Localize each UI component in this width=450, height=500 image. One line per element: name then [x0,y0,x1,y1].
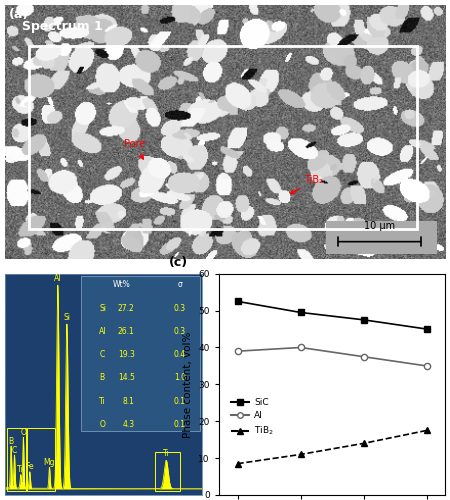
SiC [235,298,240,304]
Text: Ti: Ti [99,396,106,406]
Text: C: C [12,446,17,454]
Text: Wt%: Wt% [113,280,131,289]
Text: 4.3: 4.3 [122,420,135,429]
Text: B: B [9,436,13,446]
Al [298,344,303,350]
Text: 8.1: 8.1 [123,396,135,406]
Bar [27,428,55,490]
Line: SiC: SiC [234,298,430,332]
Text: O: O [20,428,26,436]
Text: O: O [99,420,105,429]
Text: Pore: Pore [124,140,145,159]
Text: Ti: Ti [18,465,24,474]
Text: 26.1: 26.1 [118,327,135,336]
Text: 10 μm: 10 μm [364,222,395,232]
Text: 1.0: 1.0 [174,374,186,382]
TiB$_2$ [424,428,429,434]
Bar [7,428,26,490]
Legend: SiC, Al, TiB$_2$: SiC, Al, TiB$_2$ [228,394,277,441]
Text: 19.3: 19.3 [118,350,135,359]
Text: C: C [99,350,104,359]
TiB$_2$ [235,460,240,466]
Line: TiB$_2$: TiB$_2$ [234,428,430,467]
Text: B: B [99,374,104,382]
FancyBboxPatch shape [81,276,200,431]
Text: 0.3: 0.3 [174,304,186,312]
Text: (c): (c) [169,256,188,270]
Text: Si: Si [63,313,70,322]
Text: Al: Al [99,327,107,336]
Al [424,363,429,369]
Al [235,348,240,354]
Text: Spectrum 1: Spectrum 1 [22,20,103,34]
SiC [298,310,303,316]
Text: Mg: Mg [44,458,55,466]
Text: 14.5: 14.5 [118,374,135,382]
TiB$_2$ [361,440,366,446]
Text: Si: Si [99,304,106,312]
Text: 0.4: 0.4 [174,350,186,359]
Al [361,354,366,360]
Text: (a): (a) [9,8,29,20]
Text: 0.3: 0.3 [174,327,186,336]
TiB$_2$ [298,452,303,458]
Text: Fe: Fe [26,462,34,471]
Text: 0.1: 0.1 [174,420,186,429]
Bar [326,222,436,254]
Text: Ti: Ti [163,449,170,458]
Line: Al: Al [234,344,430,369]
Y-axis label: Phase content, vol%: Phase content, vol% [183,331,193,438]
SiC [361,317,366,323]
Bar [29,46,417,229]
Text: σ: σ [177,280,182,289]
Text: 27.2: 27.2 [118,304,135,312]
Bar [155,452,180,490]
Text: Al: Al [54,274,62,283]
Text: TiB₂: TiB₂ [291,175,324,194]
SiC [424,326,429,332]
Text: 0.1: 0.1 [174,396,186,406]
